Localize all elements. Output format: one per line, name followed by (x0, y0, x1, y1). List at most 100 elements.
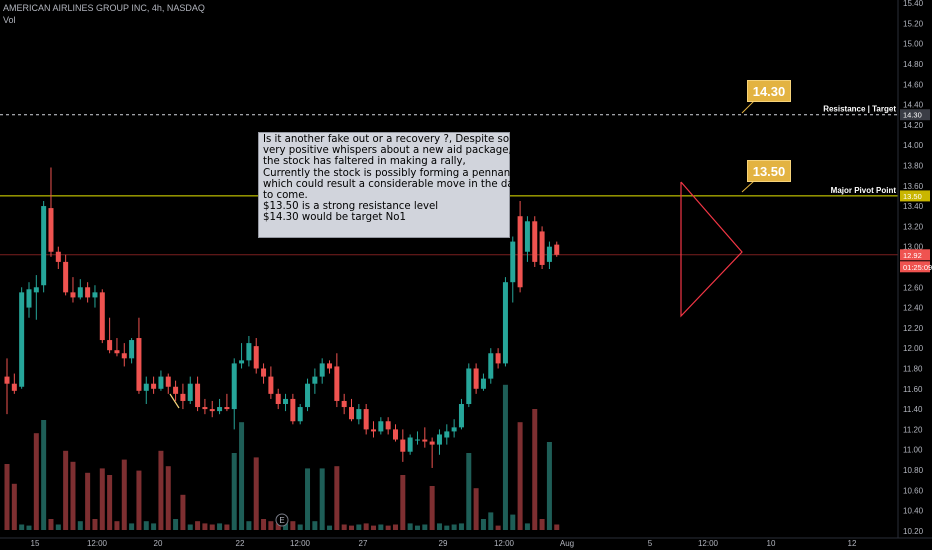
candle-body (458, 404, 464, 428)
price-tag-label: 12.92 (903, 251, 922, 260)
candle-body (546, 246, 552, 262)
candle-body (158, 376, 164, 389)
candle-body (341, 400, 347, 408)
volume-bar (283, 523, 289, 530)
pennant-triangle[interactable] (680, 181, 743, 318)
candle-body (392, 429, 398, 440)
volume-bar (55, 524, 61, 530)
trend-mark (169, 393, 180, 409)
analysis-note[interactable]: Is it another fake out or a recovery ?, … (258, 132, 525, 238)
price-tick: 12.00 (903, 344, 924, 353)
volume-bar (378, 524, 384, 530)
chart-legend: AMERICAN AIRLINES GROUP INC, 4h, NASDAQ … (3, 3, 205, 25)
price-tag (900, 249, 930, 261)
volume-bar (407, 523, 413, 530)
price-tag-label: 13.50 (903, 192, 922, 201)
volume-bar (363, 523, 369, 530)
candle-body (70, 292, 76, 298)
price-tick: 11.20 (903, 425, 923, 434)
time-tick: 27 (359, 539, 368, 548)
time-tick: 29 (439, 539, 448, 548)
volume-bar (165, 466, 171, 530)
price-tick: 12.40 (903, 304, 924, 313)
candle-body (268, 376, 274, 394)
volume-bar (502, 384, 508, 530)
candle-body (422, 439, 428, 442)
volume-bar (488, 512, 494, 530)
candle-body (202, 407, 208, 410)
volume-bar (48, 519, 54, 530)
candle-body (524, 221, 530, 252)
pivot-callout[interactable]: 13.50 (747, 160, 791, 182)
volume-bar (158, 450, 164, 530)
volume-bar (26, 525, 32, 530)
volume-bar (92, 519, 98, 530)
volume-bar (414, 525, 420, 530)
candle-body (85, 287, 91, 298)
price-tick: 14.20 (903, 121, 924, 130)
volume-bar (11, 483, 17, 530)
candle-body (187, 383, 193, 401)
volume-bar (195, 521, 201, 530)
time-tick: 5 (648, 539, 653, 548)
volume-bar (261, 519, 267, 530)
time-tick: 20 (154, 539, 163, 548)
note-line: Currently the stock is possibly forming … (263, 167, 515, 179)
volume-bar (239, 422, 245, 530)
candle-body (195, 383, 201, 408)
volume-bar (136, 470, 142, 530)
candle-body (55, 251, 61, 262)
candle-body (143, 383, 149, 391)
volume-bar (517, 422, 523, 530)
volume-bar (173, 519, 179, 530)
volume-bar (187, 524, 193, 530)
candle-body (19, 292, 25, 387)
volume-bar (129, 523, 135, 530)
volume-bar (341, 524, 347, 530)
volume-bar (85, 472, 91, 530)
time-tick: 12:00 (698, 539, 719, 548)
candle-body (261, 368, 267, 377)
candle-body (48, 208, 54, 252)
candle-body (444, 431, 450, 438)
candle-body (502, 282, 508, 364)
candlesticks (4, 167, 560, 468)
candle-body (429, 441, 435, 445)
volume-bar (451, 524, 457, 530)
earnings-event-icon[interactable] (275, 513, 289, 527)
price-tag (900, 109, 930, 121)
candle-body (539, 231, 545, 265)
time-axis[interactable]: 15 12:00 20 22 12:00 27 29 12:00 Aug 5 12:00 10 12 (0, 537, 932, 548)
price-tick: 11.60 (903, 385, 923, 394)
candle-body (173, 386, 179, 394)
volume-bar (180, 494, 186, 530)
time-tick: 12:00 (87, 539, 108, 548)
time-tick: 10 (767, 539, 776, 548)
candle-body (517, 216, 523, 288)
price-axis[interactable]: 10.20 10.40 10.60 10.80 11.00 11.20 11.40 11.60… (897, 0, 932, 538)
candle-body (312, 376, 318, 384)
candle-body (107, 340, 113, 351)
volume-bar (480, 519, 486, 530)
candle-body (554, 244, 560, 255)
candle-body (11, 383, 17, 391)
candle-body (217, 407, 223, 412)
target-callout[interactable]: 14.30 (747, 80, 791, 102)
candle-body (63, 261, 69, 293)
volume-bar (466, 453, 472, 530)
candle-body (480, 378, 486, 389)
candle-body (209, 409, 215, 412)
candle-body (414, 439, 420, 441)
price-tick: 12.60 (903, 283, 924, 292)
volume-legend: Vol (3, 15, 16, 25)
volume-bar (33, 433, 39, 530)
time-tick: Aug (560, 539, 574, 548)
volume-bar (275, 523, 281, 530)
candle-body (407, 437, 413, 452)
note-line: the stock has faltered in making a rally… (263, 156, 466, 168)
candle-body (165, 376, 171, 387)
price-tag (900, 190, 930, 202)
candle-body (436, 434, 442, 445)
candle-body (349, 407, 355, 420)
